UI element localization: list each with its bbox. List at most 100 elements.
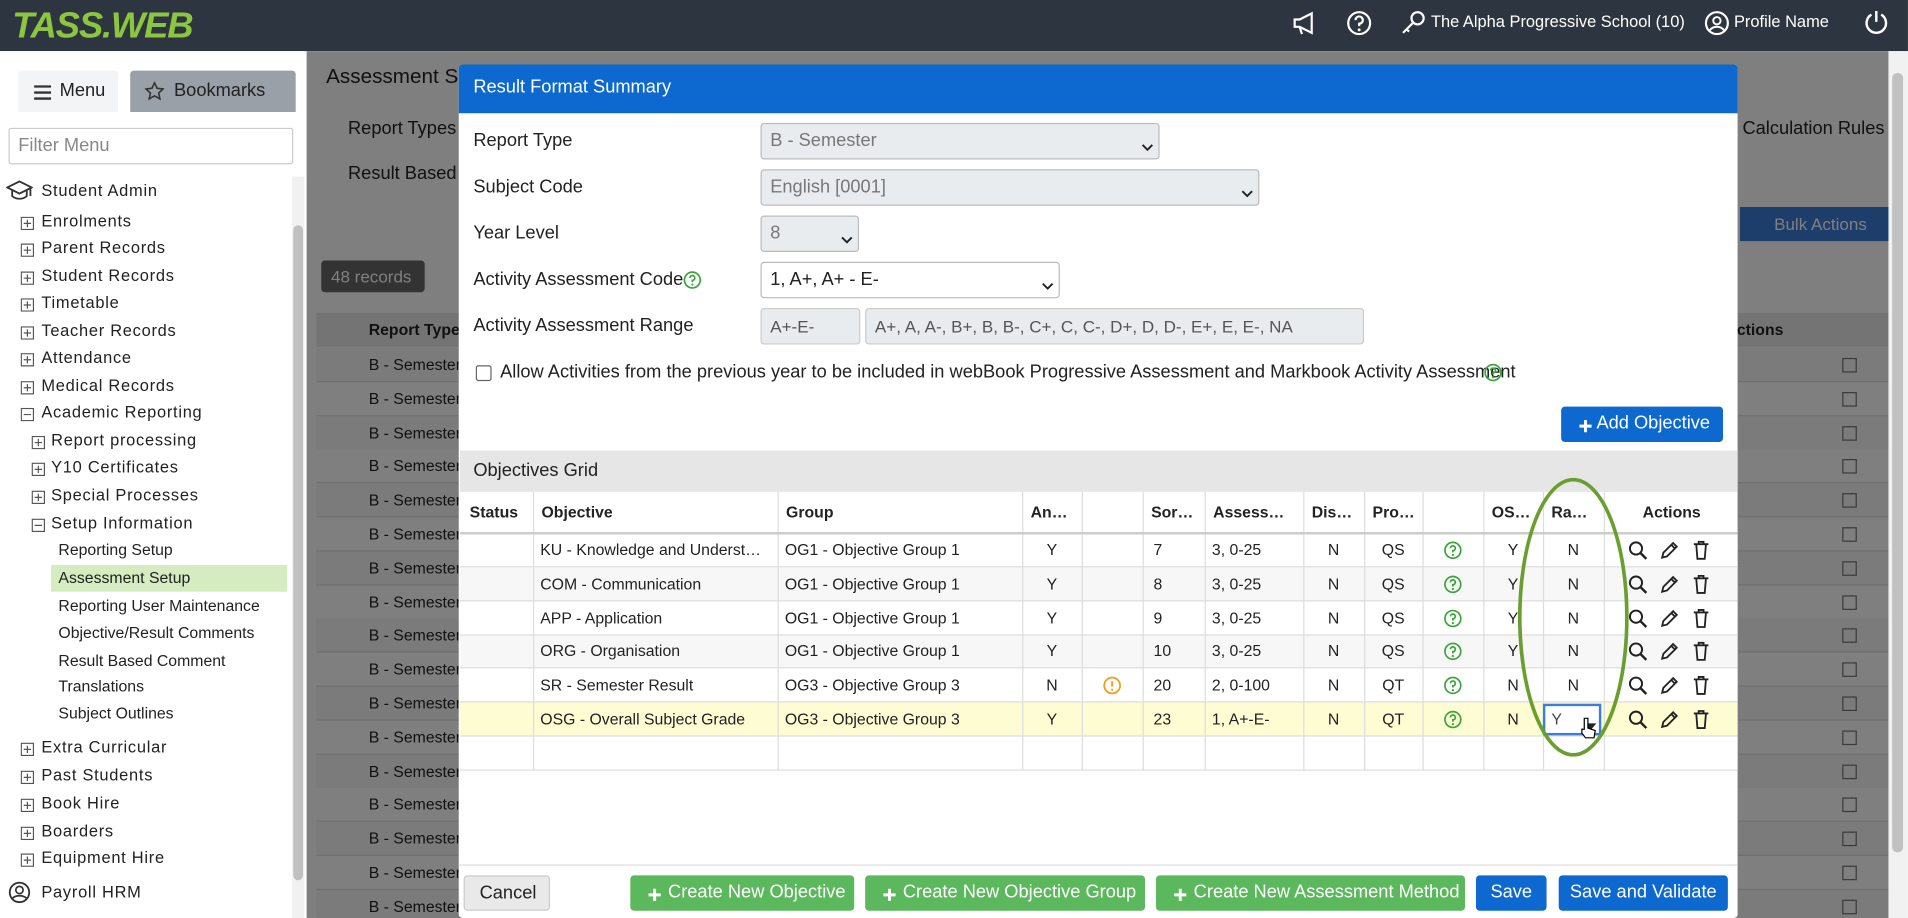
icon-part <box>1660 574 1679 593</box>
add-objective-button[interactable]: Add Objective <box>1561 407 1723 442</box>
edit-icon[interactable] <box>1660 541 1679 560</box>
subject-code-select[interactable]: English [0001] <box>761 169 1260 206</box>
filter-placeholder: Filter Menu <box>18 134 109 158</box>
delete-icon[interactable] <box>1693 642 1710 661</box>
menu-item[interactable]: Reporting User Maintenance <box>58 594 259 618</box>
cancel-button[interactable]: Cancel <box>464 875 550 910</box>
menu-item[interactable]: Attendance <box>41 346 131 370</box>
menu-item[interactable]: Student Records <box>41 264 174 288</box>
help-icon[interactable] <box>1346 10 1373 37</box>
edit-icon[interactable] <box>1660 574 1679 593</box>
power-icon[interactable] <box>1863 9 1890 36</box>
menu-item[interactable]: Y10 Certificates <box>51 455 179 479</box>
column-header[interactable]: Pro… <box>1373 500 1415 524</box>
menu-item[interactable]: Report processing <box>51 429 197 453</box>
create-objective-button[interactable]: Create New Objective <box>630 875 854 910</box>
menu-item[interactable]: Translations <box>58 674 144 698</box>
menu-item[interactable]: Reporting Setup <box>58 538 172 562</box>
icon-part <box>32 463 45 476</box>
icon-part <box>1443 574 1462 593</box>
cell-an: N <box>1022 674 1082 698</box>
checkbox[interactable] <box>476 365 492 381</box>
year-level-select[interactable]: 8 <box>761 215 860 252</box>
announce-icon[interactable] <box>1291 10 1320 37</box>
menu-item[interactable]: Enrolments <box>41 209 131 233</box>
cell-objective: OSG - Overall Subject Grade <box>540 707 769 731</box>
icon-part <box>1483 363 1502 382</box>
help-icon[interactable] <box>1483 363 1502 382</box>
menu-item[interactable]: Equipment Hire <box>41 846 164 870</box>
menu-item[interactable]: Parent Records <box>41 236 165 260</box>
activity-code-select[interactable]: 1, A+, A+ - E- <box>761 262 1060 299</box>
edit-icon[interactable] <box>1660 608 1679 627</box>
menu-item[interactable]: Payroll HRM <box>41 880 141 904</box>
menu-item[interactable]: Extra Curricular <box>41 735 167 759</box>
menu-item[interactable]: Result Based Comment <box>58 649 225 673</box>
help-icon[interactable] <box>1443 574 1462 593</box>
delete-icon[interactable] <box>1693 541 1710 560</box>
field-label: Activity Assessment Range <box>473 314 693 338</box>
menu-item[interactable]: Student Admin <box>41 179 157 203</box>
key-icon[interactable] <box>1399 10 1426 37</box>
column-header[interactable]: Assess… <box>1213 500 1284 524</box>
menu-item[interactable]: Teacher Records <box>41 319 176 343</box>
edit-icon[interactable] <box>1660 676 1679 695</box>
help-icon[interactable] <box>1443 608 1462 627</box>
menu-button[interactable]: Menu <box>18 71 118 112</box>
icon-part <box>24 275 31 282</box>
edit-icon[interactable] <box>1660 710 1679 729</box>
icon-part <box>35 494 42 501</box>
help-icon[interactable] <box>1443 541 1462 560</box>
icon-part <box>12 896 27 899</box>
menu-item[interactable]: Assessment Setup <box>58 566 190 590</box>
icon-part <box>24 802 31 809</box>
cell-group: OG1 - Objective Group 1 <box>785 606 960 630</box>
delete-icon[interactable] <box>1693 710 1710 729</box>
bookmarks-button[interactable]: Bookmarks <box>130 71 295 112</box>
menu-item[interactable]: Special Processes <box>51 483 199 507</box>
school-name[interactable]: The Alpha Progressive School (10) <box>1431 10 1685 34</box>
menu-item[interactable]: Boarders <box>41 819 113 843</box>
help-icon[interactable] <box>1443 676 1462 695</box>
cell-dis: N <box>1303 572 1364 596</box>
edit-icon[interactable] <box>1660 642 1679 661</box>
report-type-select[interactable]: B - Semester <box>761 123 1160 160</box>
help-icon[interactable] <box>1443 710 1462 729</box>
column-header[interactable]: Sor… <box>1151 500 1193 524</box>
column-header[interactable]: Group <box>786 500 833 524</box>
icon-part <box>842 237 852 242</box>
icon-part <box>1660 642 1679 661</box>
filter-input[interactable]: Filter Menu <box>9 128 294 165</box>
menu-item[interactable]: Past Students <box>41 763 153 787</box>
profile-icon[interactable] <box>1704 10 1731 37</box>
column-header[interactable]: Dis… <box>1312 500 1352 524</box>
icon-part <box>1042 281 1054 291</box>
icon-part <box>21 799 34 812</box>
create-method-button[interactable]: Create New Assessment Method <box>1156 875 1465 910</box>
cell-objective: APP - Application <box>540 606 769 630</box>
icon-part <box>24 301 31 308</box>
help-icon[interactable] <box>1443 642 1462 661</box>
menu-item[interactable]: Objective/Result Comments <box>58 621 254 645</box>
delete-icon[interactable] <box>1693 676 1710 695</box>
column-header[interactable]: Objective <box>541 500 612 524</box>
menu-item[interactable]: Setup Information <box>51 511 193 535</box>
delete-icon[interactable] <box>1693 574 1710 593</box>
menu-item[interactable]: Book Hire <box>41 791 120 815</box>
menu-item[interactable]: Timetable <box>41 291 119 315</box>
profile-name[interactable]: Profile Name <box>1734 10 1829 34</box>
menu-item[interactable]: Academic Reporting <box>41 401 202 425</box>
column-header[interactable]: An… <box>1031 500 1068 524</box>
column-header[interactable]: Status <box>470 500 518 524</box>
menu-item[interactable]: Subject Outlines <box>58 701 173 725</box>
icon-part <box>1660 608 1679 627</box>
create-group-button[interactable]: Create New Objective Group <box>865 875 1145 910</box>
delete-icon[interactable] <box>1693 608 1710 627</box>
menu-item[interactable]: Medical Records <box>41 374 174 398</box>
save-validate-button[interactable]: Save and Validate <box>1559 875 1728 910</box>
help-icon[interactable] <box>683 270 702 289</box>
expand-box <box>21 241 34 254</box>
save-button[interactable]: Save <box>1476 875 1547 910</box>
column-header[interactable]: Actions <box>1643 500 1701 524</box>
